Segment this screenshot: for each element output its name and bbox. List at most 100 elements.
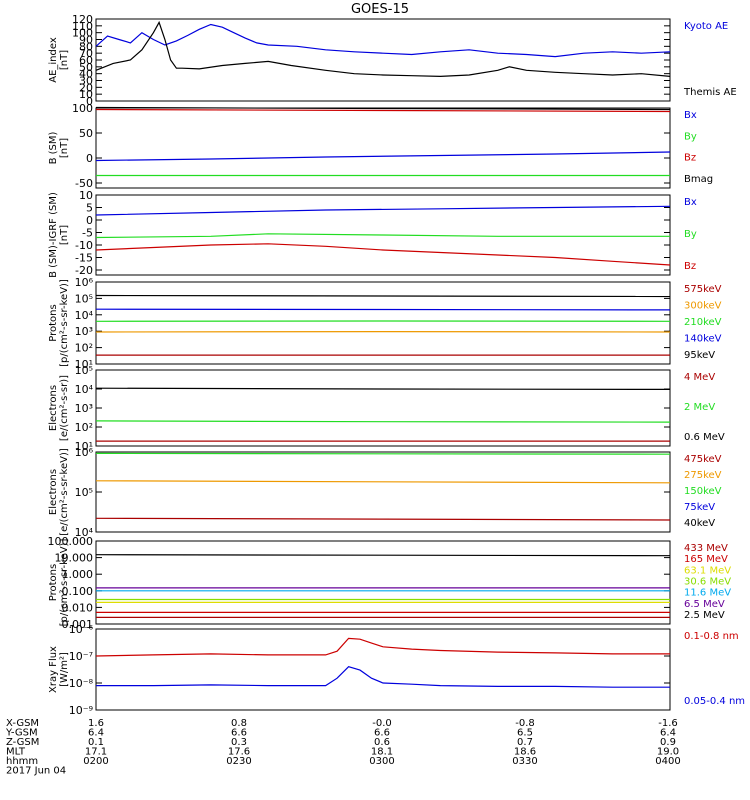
y-axis-label: Protons — [48, 304, 59, 341]
legend-entry: 575keV — [684, 284, 722, 295]
legend-entry: 2.5 MeV — [684, 610, 725, 621]
y-tick-label: 10⁻⁸ — [69, 677, 94, 690]
footer-row-label: 2017 Jun 04 — [6, 766, 66, 777]
y-tick-label: 10⁻⁶ — [69, 623, 94, 636]
legend-entry: Kyoto AE — [684, 21, 728, 32]
panel-frame — [95, 369, 671, 447]
footer-value: 0400 — [655, 756, 680, 767]
y-axis-label: Xray Flux — [48, 646, 59, 693]
series-line — [95, 517, 671, 521]
y-tick-label: 0 — [86, 95, 93, 108]
footer-value: 6.6 — [374, 728, 390, 739]
y-tick-label: 10³ — [75, 402, 93, 415]
series-line — [95, 23, 671, 58]
legend-entry: 4 MeV — [684, 372, 715, 383]
legend-entry: 433 MeV — [684, 543, 728, 554]
series-line — [95, 108, 671, 113]
footer-value: 0.9 — [660, 737, 676, 748]
y-tick-label: -10 — [75, 239, 93, 252]
footer-value: 0230 — [226, 756, 251, 767]
legend-entry: By — [684, 229, 697, 240]
legend-entry: By — [684, 131, 697, 142]
panel-frame — [95, 18, 671, 102]
legend-entry: 63.1 MeV — [684, 565, 731, 576]
legend-entry: 475keV — [684, 454, 722, 465]
legend-entry: 11.6 MeV — [684, 588, 731, 599]
legend-entry: Bz — [684, 153, 696, 164]
series-line — [95, 106, 671, 111]
footer-value: 19.0 — [657, 747, 679, 758]
y-axis-label: Protons — [48, 564, 59, 601]
legend-entry: Themis AE — [683, 87, 737, 98]
footer-value: 0300 — [369, 756, 394, 767]
footer-row-label: MLT — [6, 747, 26, 758]
series-line — [95, 308, 671, 311]
footer-value: 0.3 — [231, 737, 247, 748]
legend-entry: 40keV — [684, 518, 715, 529]
legend-entry: 275keV — [684, 470, 722, 481]
legend-entry: 0.05-0.4 nm — [684, 696, 745, 707]
panel-protons2: 0.001 0.010 0.100 1.000 10.000 100.000 Protons… — [48, 535, 732, 631]
y-tick-label: 10⁴ — [75, 383, 94, 396]
series-line — [96, 666, 670, 688]
footer-value: 6.4 — [88, 728, 104, 739]
y-tick-label: 10 — [79, 88, 93, 101]
panel-xray: 10⁻⁹ 10⁻⁸ 10⁻⁷ 10⁻⁶ Xray Flux [W/m²] 0.1-0.8 n… — [48, 623, 745, 717]
y-tick-label: 110 — [72, 20, 93, 33]
panel-electrons1: 10¹ 10² 10³ 10⁴ 10⁵ Electrons [e/(cm²-s-sr)] 4 … — [48, 364, 725, 453]
y-tick-label: 10.000 — [55, 552, 94, 565]
y-tick-label: 0.001 — [62, 618, 94, 631]
legend-entry: 75keV — [684, 502, 715, 513]
y-tick-label: 0.010 — [62, 601, 94, 614]
y-tick-label: 120 — [72, 13, 93, 26]
footer-value: 17.1 — [85, 747, 107, 758]
y-tick-label: 10² — [75, 421, 93, 434]
y-axis-label: [p/(cm²-s-sr-keV)] — [59, 279, 70, 367]
y-tick-label: -15 — [75, 252, 93, 265]
y-tick-label: 10¹ — [75, 358, 93, 371]
footer-row-label: Z-GSM — [6, 737, 39, 748]
legend-entry: 210keV — [684, 317, 722, 328]
series-line — [95, 205, 671, 216]
footer-row-label: Y-GSM — [5, 728, 38, 739]
y-tick-label: 10⁻⁹ — [69, 704, 93, 717]
y-tick-label: 10⁵ — [75, 486, 93, 499]
y-tick-label: 0.100 — [62, 585, 94, 598]
series-line — [95, 420, 671, 423]
y-axis-label: Electrons — [48, 469, 59, 515]
y-tick-label: 20 — [79, 81, 93, 94]
legend-entry: Bx — [684, 197, 697, 208]
y-tick-label: 10⁶ — [75, 276, 94, 289]
y-tick-label: -50 — [75, 177, 93, 190]
y-axis-label: B (SM) — [48, 131, 59, 164]
y-tick-label: 40 — [79, 68, 93, 81]
series-line — [95, 452, 671, 455]
y-axis-label: [e/(cm²-s-sr)] — [59, 375, 70, 441]
y-axis-label: [p/(cm²-s-sr-keV)] — [59, 539, 70, 627]
y-tick-label: 70 — [79, 47, 93, 60]
legend-entry: 0.6 MeV — [684, 432, 725, 443]
y-tick-label: 0 — [86, 214, 93, 227]
footer-value: 0.8 — [231, 718, 247, 729]
footer-value: 18.6 — [514, 747, 536, 758]
footer-value: 6.4 — [660, 728, 676, 739]
legend-entry: 6.5 MeV — [684, 599, 725, 610]
footer-value: 17.6 — [228, 747, 250, 758]
y-axis-label: AE_index — [48, 37, 59, 83]
footer-value: -1.6 — [658, 718, 678, 729]
series-line — [95, 20, 671, 78]
footer-value: -0.0 — [372, 718, 392, 729]
y-tick-label: 80 — [79, 40, 93, 53]
series-line — [95, 151, 671, 162]
y-axis-label: B (SM)-IGRF (SM) — [48, 192, 59, 278]
y-tick-label: 30 — [79, 75, 93, 88]
legend-entry: 150keV — [684, 486, 722, 497]
footer-value: 0.7 — [517, 737, 533, 748]
legend-entry: 165 MeV — [684, 554, 728, 565]
y-tick-label: 10² — [75, 342, 93, 355]
y-tick-label: 50 — [79, 61, 93, 74]
panel-frame — [95, 628, 671, 711]
